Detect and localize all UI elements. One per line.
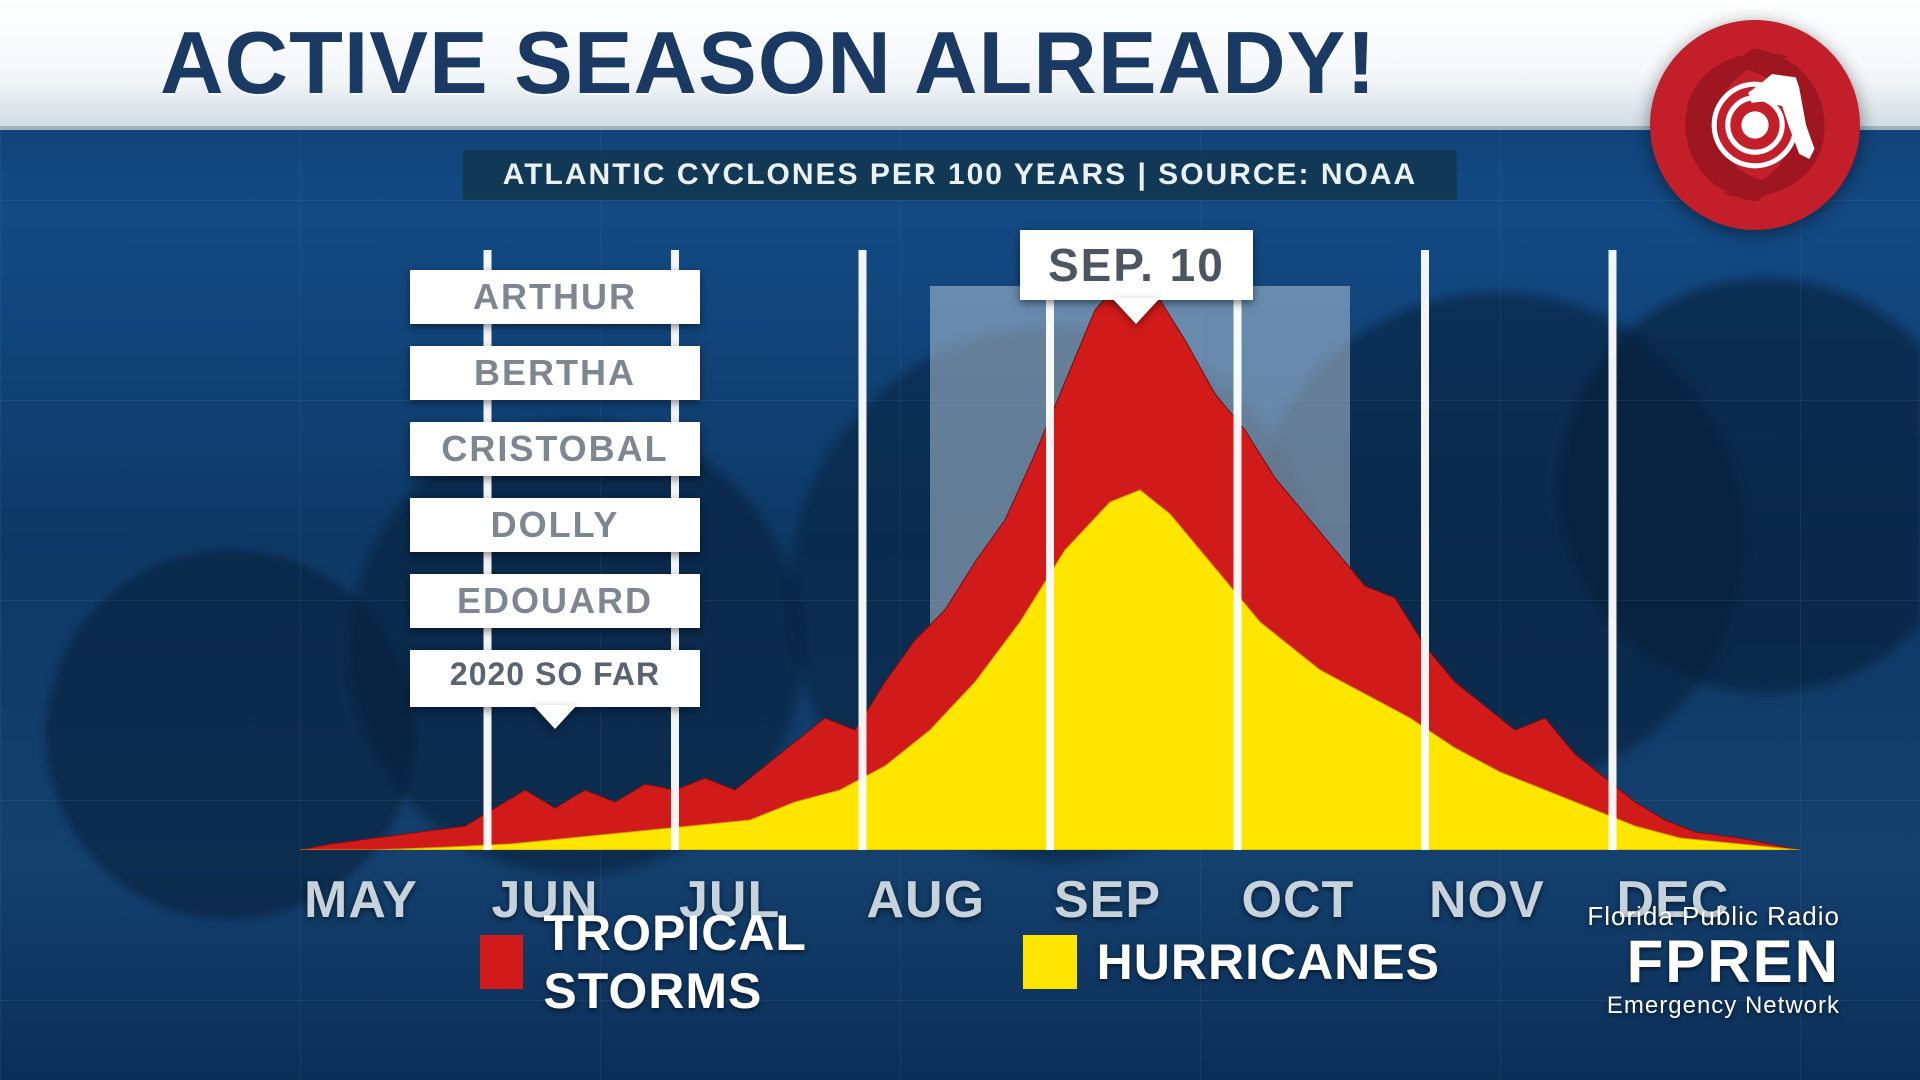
storm-pill: ARTHUR <box>410 270 700 324</box>
network-logo <box>1650 20 1860 230</box>
storm-list: ARTHUR BERTHA CRISTOBAL DOLLY EDOUARD 20… <box>410 270 700 707</box>
infographic-stage: ACTIVE SEASON ALREADY! ATLANTIC CYCLONES… <box>0 0 1920 1080</box>
legend: TROPICAL STORMS HURRICANES <box>480 904 1440 1020</box>
subtitle-band: ATLANTIC CYCLONES PER 100 YEARS | SOURCE… <box>463 150 1457 200</box>
hurricane-icon <box>1670 40 1840 210</box>
brand-bottom: Emergency Network <box>1587 992 1840 1020</box>
peak-date-label: SEP. 10 <box>1020 230 1253 300</box>
page-title: ACTIVE SEASON ALREADY! <box>160 12 1377 114</box>
month-label: MAY <box>300 870 488 940</box>
legend-swatch <box>480 935 523 989</box>
title-bar: ACTIVE SEASON ALREADY! <box>0 0 1920 130</box>
legend-label: TROPICAL STORMS <box>543 904 942 1020</box>
legend-item: TROPICAL STORMS <box>480 904 943 1020</box>
storm-pill: CRISTOBAL <box>410 422 700 476</box>
brand-mid: FPREN <box>1587 932 1840 992</box>
storm-pill: EDOUARD <box>410 574 700 628</box>
legend-item: HURRICANES <box>1023 933 1440 991</box>
legend-swatch <box>1023 935 1077 989</box>
storm-pill: DOLLY <box>410 498 700 552</box>
legend-label: HURRICANES <box>1097 933 1440 991</box>
storm-pill: BERTHA <box>410 346 700 400</box>
month-label: NOV <box>1425 870 1613 940</box>
network-brand: Florida Public Radio FPREN Emergency Net… <box>1587 901 1840 1020</box>
storm-list-footer: 2020 SO FAR <box>410 650 700 707</box>
